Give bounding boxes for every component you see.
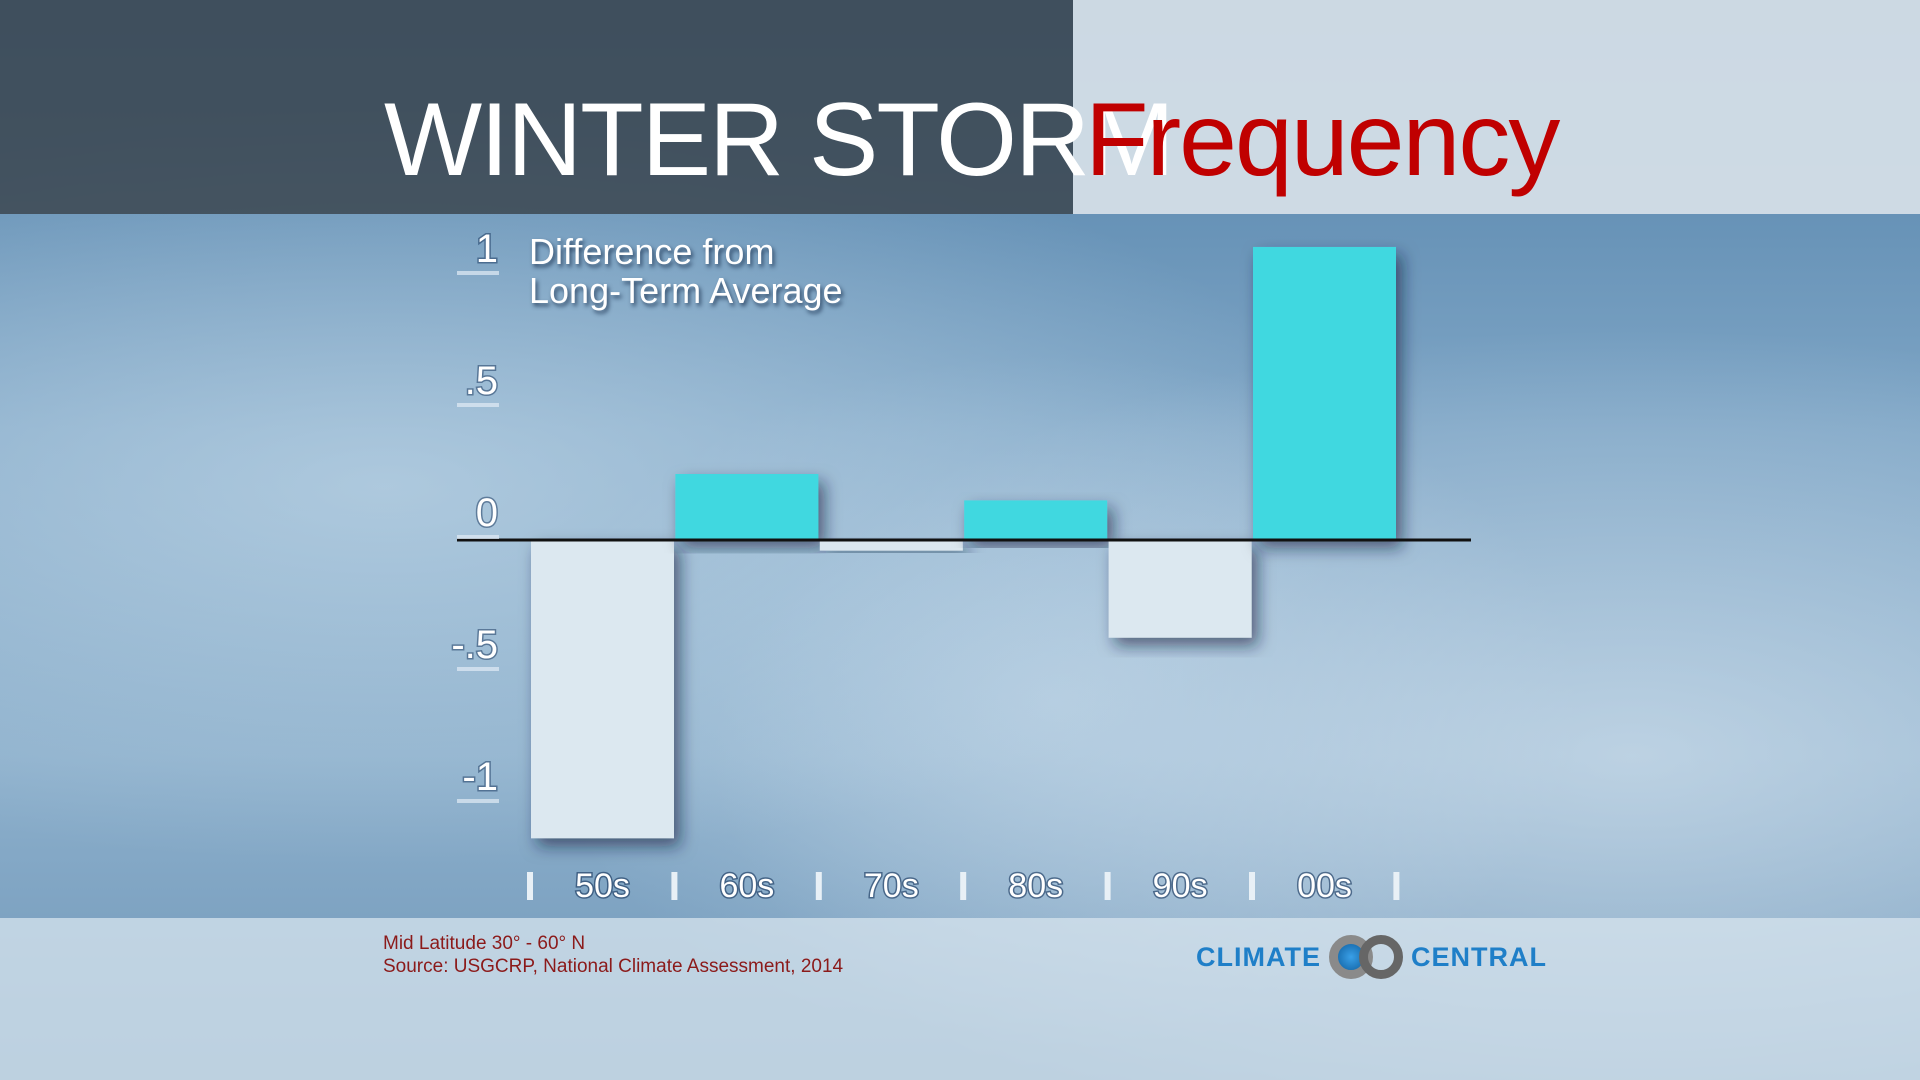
footer-source: Source: USGCRP, National Climate Assessm… — [383, 956, 844, 977]
y-tick-mark — [457, 403, 499, 407]
x-tick-label: 90s — [1153, 867, 1208, 905]
y-tick-label: .5 — [465, 359, 498, 403]
title-bar-dark — [0, 0, 1073, 214]
y-tick-label: 1 — [476, 227, 498, 271]
y-tick-label: -1 — [462, 755, 498, 799]
footer-notes: Mid Latitude 30° - 60° N Source: USGCRP,… — [383, 932, 843, 978]
x-tick-label: 80s — [1008, 867, 1063, 905]
bar-70s — [819, 540, 963, 551]
x-separator — [1393, 872, 1400, 900]
x-tick-label: 60s — [719, 867, 774, 905]
x-tick-label: 70s — [864, 867, 919, 905]
logo-text-left: CLIMATE — [1196, 941, 1321, 972]
x-separator — [527, 872, 533, 900]
y-tick-mark — [457, 667, 499, 671]
annotation-line2: Long-Term Average — [529, 270, 843, 311]
x-tick-label: 00s — [1297, 867, 1352, 905]
y-tick-mark — [457, 535, 499, 539]
bar-00s — [1253, 246, 1396, 540]
logo-rings-icon — [1328, 935, 1403, 979]
x-tick-label: 50s — [575, 867, 630, 905]
bar-80s — [964, 500, 1108, 540]
y-tick-mark — [457, 271, 499, 275]
x-separator — [960, 872, 967, 900]
title-bar-light — [1073, 0, 1920, 214]
footer-band — [0, 918, 1920, 1080]
bar-90s — [1108, 540, 1252, 638]
x-separator — [1104, 872, 1111, 900]
annotation-line1: Difference from — [529, 231, 775, 272]
title-main: WINTER STORM — [384, 82, 1175, 198]
footer-region: Mid Latitude 30° - 60° N — [383, 933, 586, 954]
climate-central-logo: CLIMATE CENTRAL — [1196, 935, 1547, 979]
y-tick-label: 0 — [476, 491, 498, 535]
x-separator — [815, 872, 822, 900]
y-tick-mark — [457, 799, 499, 803]
bar-60s — [675, 474, 819, 540]
y-axis-annotation: Difference from Long-Term Average — [529, 232, 843, 310]
y-tick-label: -.5 — [451, 623, 498, 667]
x-separator — [1249, 872, 1255, 900]
title-accent: Frequency — [1085, 82, 1560, 198]
logo-text-right: CENTRAL — [1410, 941, 1547, 972]
x-separator — [671, 872, 678, 900]
bar-50s — [531, 540, 674, 839]
